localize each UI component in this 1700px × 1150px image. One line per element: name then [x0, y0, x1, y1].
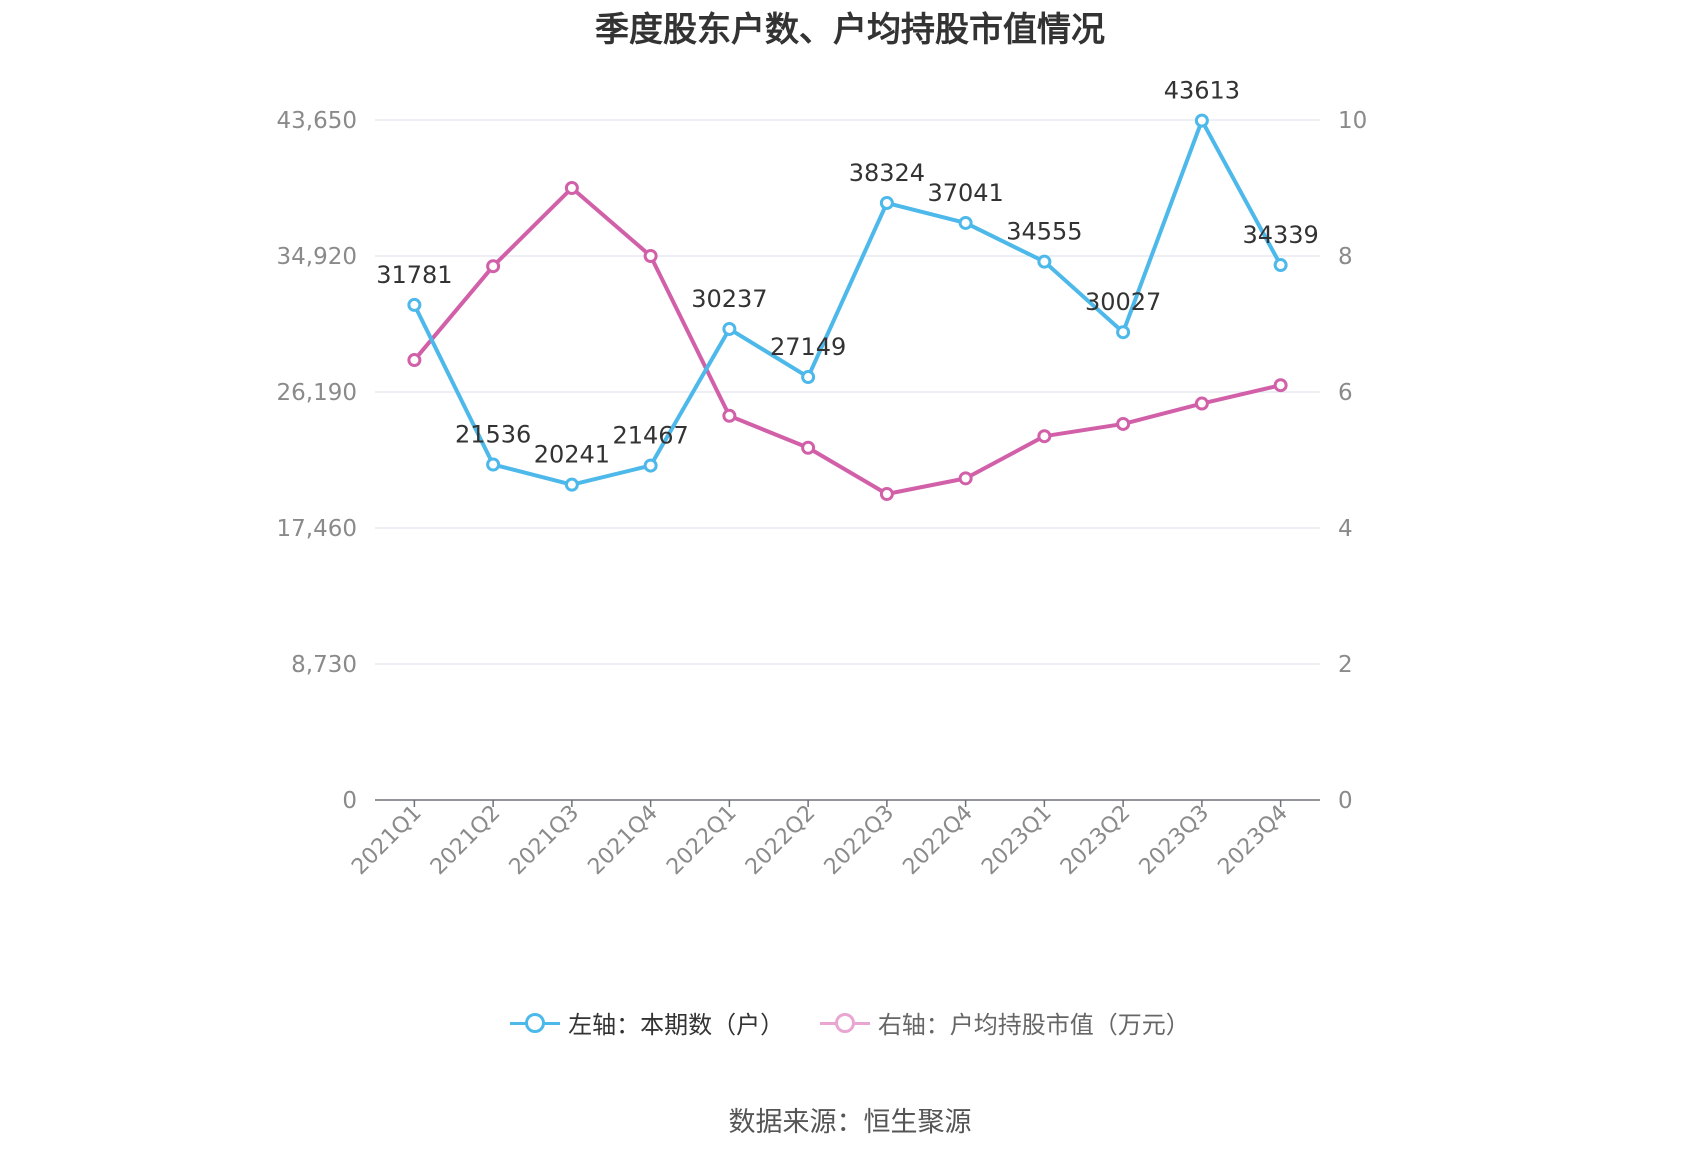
x-axis-tick-label: 2021Q4: [583, 801, 662, 880]
left-axis-tick-label: 17,460: [277, 516, 357, 542]
chart-title: 季度股东户数、户均持股市值情况: [595, 10, 1105, 50]
left-series-point: [1037, 254, 1052, 269]
legend-left-series-icon: [510, 1012, 561, 1033]
right-series-point: [801, 440, 816, 455]
legend: 左轴：本期数（户） 右轴：户均持股市值（万元）: [0, 1005, 1700, 1040]
x-axis-tick-label: 2022Q4: [898, 801, 977, 880]
left-series-point: [1116, 325, 1131, 340]
right-series-point: [486, 259, 501, 274]
left-axis-tick-label: 0: [342, 788, 357, 814]
left-axis-tick-label: 34,920: [277, 244, 357, 270]
legend-right-series-icon: [819, 1012, 870, 1033]
left-series-point: [564, 477, 579, 492]
left-series-data-label: 43613: [1164, 77, 1240, 105]
left-series-data-label: 21536: [455, 421, 531, 449]
left-series-point: [879, 195, 894, 210]
left-series-point: [722, 321, 737, 336]
x-axis-tick-label: 2021Q3: [505, 801, 584, 880]
right-axis-tick-label: 6: [1338, 380, 1353, 406]
left-axis-tick-label: 26,190: [277, 380, 357, 406]
x-axis-tick-label: 2023Q3: [1135, 801, 1214, 880]
x-axis-tick-label: 2023Q1: [977, 801, 1056, 880]
right-series-point: [722, 408, 737, 423]
left-series-data-label: 31781: [376, 261, 452, 289]
left-series-data-label: 21467: [612, 422, 688, 450]
left-series-data-label: 34339: [1242, 221, 1318, 249]
x-axis-tick-label: 2021Q1: [347, 801, 426, 880]
left-series-data-label: 38324: [849, 159, 925, 187]
right-series-point: [879, 487, 894, 501]
left-axis-tick-label: 43,650: [277, 108, 357, 134]
x-axis-tick-label: 2022Q1: [662, 801, 741, 880]
right-series-point: [564, 181, 579, 195]
right-series-point: [1194, 396, 1209, 411]
right-series-point: [958, 471, 973, 486]
data-source: 数据来源：恒生聚源: [728, 1107, 972, 1138]
right-axis-tick-label: 0: [1338, 788, 1353, 814]
legend-item-left-series[interactable]: 左轴：本期数（户）: [510, 1005, 784, 1040]
left-series-line: [412, 118, 1283, 487]
right-series-line: [412, 186, 1282, 496]
legend-right-series-label: 右轴：户均持股市值（万元）: [877, 1011, 1190, 1039]
right-axis-tick-label: 10: [1338, 108, 1367, 134]
left-series-data-label: 27149: [770, 333, 846, 361]
x-axis-tick-label: 2022Q2: [741, 801, 820, 880]
right-series-point: [1273, 378, 1288, 393]
x-axis-tick-label: 2021Q2: [426, 801, 505, 880]
left-series-point: [1273, 258, 1288, 273]
right-axis-tick-label: 2: [1338, 652, 1353, 678]
left-series-point: [407, 297, 422, 312]
x-axis-tick-label: 2023Q2: [1056, 801, 1135, 880]
left-series-data-label: 30027: [1085, 288, 1161, 316]
right-series-point: [1116, 416, 1131, 431]
legend-item-right-series[interactable]: 右轴：户均持股市值（万元）: [819, 1005, 1190, 1040]
right-axis-tick-label: 8: [1338, 244, 1353, 270]
x-axis-tick-label: 2023Q4: [1213, 801, 1292, 880]
left-axis-tick-label: 8,730: [291, 652, 357, 678]
left-series-data-label: 37041: [927, 179, 1003, 207]
left-series-data-label: 30237: [691, 285, 767, 313]
left-series-point: [486, 457, 501, 472]
legend-left-series-label: 左轴：本期数（户）: [568, 1011, 785, 1039]
left-series-point: [958, 215, 973, 230]
left-series-point: [801, 370, 816, 385]
left-series-data-label: 20241: [534, 441, 610, 469]
right-axis-tick-label: 4: [1338, 516, 1353, 542]
left-series-point: [643, 458, 658, 473]
right-series-point: [643, 249, 658, 263]
left-series-point: [1194, 113, 1209, 128]
right-series-point: [407, 353, 422, 368]
left-series-data-label: 34555: [1006, 218, 1082, 246]
x-axis-tick-label: 2022Q3: [820, 801, 899, 880]
right-series-point: [1037, 429, 1052, 444]
